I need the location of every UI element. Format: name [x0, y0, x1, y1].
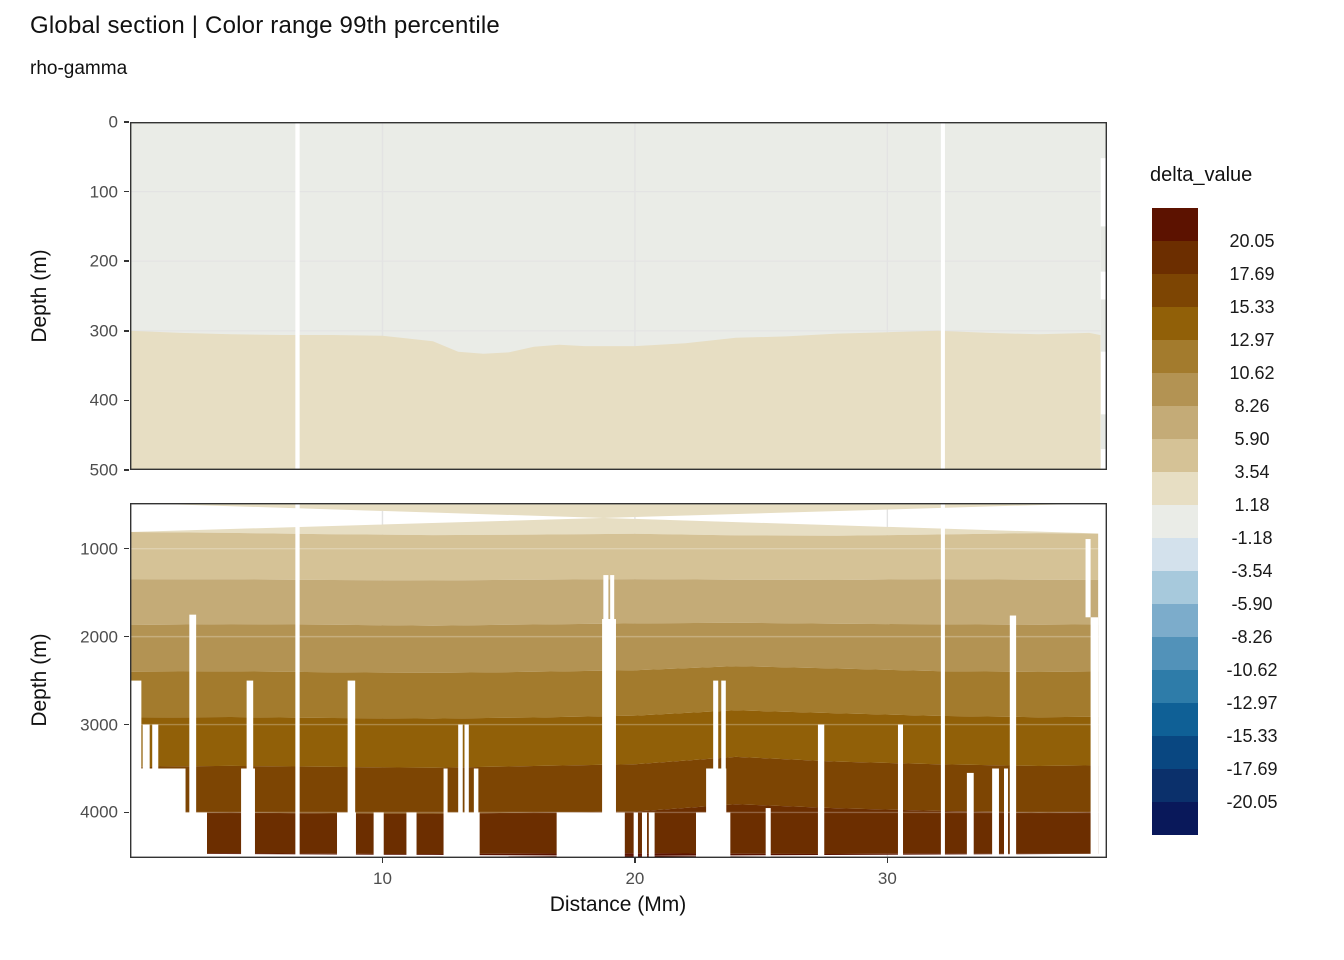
x-tick-mark	[886, 858, 889, 863]
legend-color-segment	[1152, 703, 1198, 736]
legend-color-segment	[1152, 505, 1198, 538]
legend-color-segment	[1152, 307, 1198, 340]
legend-color-segment	[1152, 439, 1198, 472]
legend-label: 1.18	[1234, 495, 1270, 515]
legend-color-segment	[1152, 736, 1198, 769]
y-tick-mark	[124, 723, 129, 726]
y-tick-label: 200	[89, 251, 118, 271]
x-tick-mark	[381, 858, 384, 863]
figure-title: Global section | Color range 99th percen…	[30, 12, 500, 39]
legend-color-segment	[1152, 637, 1198, 670]
legend-label: 10.62	[1229, 363, 1275, 383]
legend-label: -20.05	[1226, 792, 1278, 812]
legend-color-segment	[1152, 208, 1198, 241]
y-tick-mark	[124, 121, 129, 123]
legend-color-segment	[1152, 670, 1198, 703]
legend-color-segment	[1152, 340, 1198, 373]
x-tick-label: 30	[877, 869, 897, 888]
y-tick-mark	[124, 811, 129, 814]
legend-label: -5.90	[1231, 594, 1273, 614]
legend-label: -3.54	[1231, 561, 1273, 581]
legend-color-segment	[1152, 604, 1198, 637]
y-tick-label: 3000	[80, 715, 118, 735]
y-tick-label: 400	[89, 390, 118, 410]
lower-panel-plot	[130, 503, 1107, 858]
y-tick-mark	[124, 260, 129, 262]
legend-colorbar	[1152, 208, 1198, 835]
legend-color-segment	[1152, 571, 1198, 604]
legend-label: 20.05	[1229, 231, 1275, 251]
legend-label: -15.33	[1226, 726, 1278, 746]
y-tick-mark	[124, 330, 129, 332]
y-tick-label: 500	[89, 460, 118, 480]
x-axis-title: Distance (Mm)	[549, 893, 687, 916]
y-tick-mark	[124, 547, 129, 550]
legend-label: 17.69	[1229, 264, 1275, 284]
y-tick-label: 1000	[80, 539, 118, 559]
legend-color-segment	[1152, 406, 1198, 439]
y-tick-mark	[124, 635, 129, 638]
y-tick-label: 4000	[80, 802, 118, 822]
legend-color-segment	[1152, 274, 1198, 307]
legend-color-segment	[1152, 538, 1198, 571]
y-tick-label: 0	[108, 112, 118, 132]
y-tick-label: 100	[89, 182, 118, 202]
legend-label: -17.69	[1226, 759, 1278, 779]
legend-label: -1.18	[1231, 528, 1273, 548]
x-tick-label: 10	[372, 869, 392, 888]
x-tick-mark	[634, 858, 636, 863]
y-tick-mark	[124, 469, 129, 471]
lower-y-axis-title: Depth (m)	[28, 633, 51, 727]
figure-subtitle: rho-gamma	[30, 58, 128, 79]
x-tick-label: 20	[625, 869, 645, 888]
legend-color-segment	[1152, 373, 1198, 406]
legend-color-segment	[1152, 769, 1198, 802]
upper-panel-plot	[130, 122, 1107, 470]
legend-label: 5.90	[1234, 429, 1270, 449]
legend-label: 8.26	[1234, 396, 1270, 416]
legend-label: 12.97	[1229, 330, 1275, 350]
legend-title: delta_value	[1150, 164, 1253, 186]
legend-color-segment	[1152, 241, 1198, 274]
legend-label: 15.33	[1229, 297, 1275, 317]
legend-label: -8.26	[1231, 627, 1273, 647]
y-tick-mark	[124, 190, 129, 193]
legend-label: -12.97	[1226, 693, 1278, 713]
y-tick-label: 2000	[80, 627, 118, 647]
y-tick-mark	[124, 399, 129, 402]
legend-color-segment	[1152, 472, 1198, 505]
legend-label: 3.54	[1234, 462, 1270, 482]
legend-color-segment	[1152, 802, 1198, 835]
legend-label: -10.62	[1226, 660, 1278, 680]
y-tick-label: 300	[89, 321, 118, 341]
